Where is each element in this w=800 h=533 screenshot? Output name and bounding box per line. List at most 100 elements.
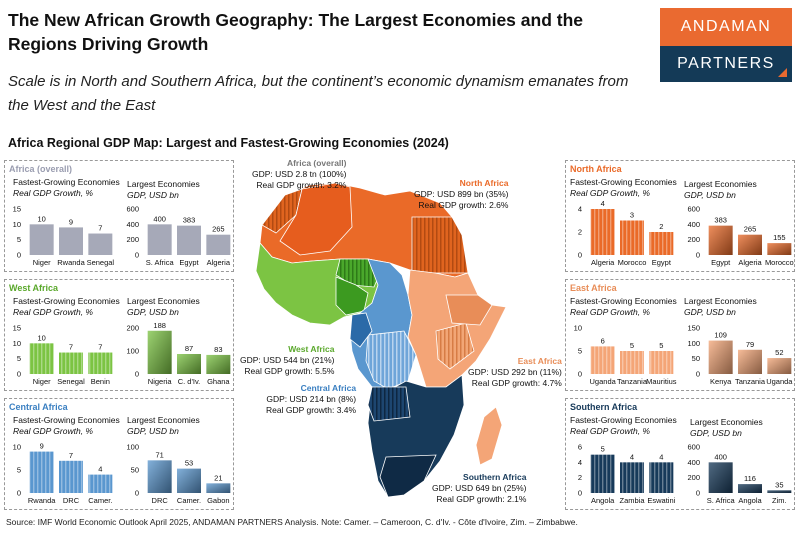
data-label: 9: [69, 217, 73, 226]
y-tick-label: 10: [13, 339, 21, 348]
growth-label: Fastest-Growing Economies: [13, 177, 120, 187]
y-tick-label: 6: [578, 443, 582, 452]
panel-charts: 0 5 10 15 10 Niger 9 Rwanda 7 Senegal 0 200 400 600 40…: [13, 205, 231, 268]
category-label: Niger: [33, 258, 51, 267]
category-label: Morocco: [618, 258, 647, 267]
region-algeria: [279, 182, 353, 256]
gdp-unit: GDP, USD bn: [690, 428, 742, 438]
bar: [147, 330, 172, 374]
y-tick-label: 5: [578, 347, 582, 356]
y-tick-label: 200: [126, 324, 139, 333]
africa-map: [255, 182, 507, 498]
panel-title: North Africa: [570, 164, 622, 174]
panel-title: East Africa: [570, 283, 617, 293]
region-egypt-stripes: [411, 216, 469, 274]
bar: [767, 243, 792, 255]
bar: [177, 353, 201, 374]
andaman-partners-logo: ANDAMAN PARTNERS: [660, 8, 792, 82]
bar: [29, 224, 54, 255]
callout-east-growth: Real GDP growth: 4.7%: [471, 378, 562, 388]
bar: [147, 224, 172, 255]
panel-north-africa: North Africa Fastest-Growing Economies R…: [565, 160, 795, 272]
logo-triangle-icon: [778, 68, 787, 77]
data-label: 188: [153, 321, 166, 330]
bar: [59, 352, 83, 374]
y-tick-label: 0: [696, 370, 700, 379]
panel-charts: 0 5 10 6 Uganda 5 Tanzania 5 Mauritius 0 50 100 150 1…: [574, 324, 794, 387]
panel-title: West Africa: [9, 283, 59, 293]
data-label: 265: [744, 225, 757, 234]
bar: [620, 351, 644, 374]
data-label: 265: [212, 225, 225, 234]
y-tick-label: 0: [17, 251, 21, 260]
category-label: Ghana: [207, 377, 230, 386]
y-tick-label: 15: [13, 205, 21, 214]
category-label: Senegal: [87, 258, 115, 267]
y-tick-label: 50: [131, 466, 139, 475]
logo-text-bottom: PARTNERS: [660, 46, 792, 82]
data-label: 71: [155, 450, 163, 459]
bar: [59, 227, 83, 255]
gdp-label: Largest Economies: [127, 296, 200, 306]
category-label: Zambia: [619, 496, 645, 505]
bar: [88, 233, 113, 255]
bar: [206, 483, 231, 493]
callout-west-africa: West Africa GDP: USD 544 bn (21%) Real G…: [240, 344, 334, 377]
y-tick-label: 0: [135, 370, 139, 379]
bar: [738, 349, 762, 374]
category-label: Benin: [91, 377, 110, 386]
category-label: Egypt: [179, 258, 199, 267]
panel-title: Central Africa: [9, 402, 68, 412]
gdp-label: Largest Economies: [690, 417, 763, 427]
y-tick-label: 400: [687, 220, 700, 229]
data-label: 7: [69, 451, 73, 460]
y-tick-label: 4: [578, 205, 582, 214]
callout-central-africa: Central Africa GDP: USD 214 bn (8%) Real…: [266, 383, 356, 416]
y-tick-label: 100: [126, 347, 139, 356]
y-tick-label: 2: [578, 228, 582, 237]
bar: [147, 460, 172, 493]
bar: [708, 225, 733, 255]
callout-central-gdp: GDP: USD 214 bn (8%): [266, 394, 357, 404]
category-label: Algeria: [738, 258, 762, 267]
data-label: 87: [185, 344, 193, 353]
growth-label: Fastest-Growing Economies: [570, 415, 677, 425]
callout-africa-gdp: GDP: USD 2.8 tn (100%): [252, 169, 347, 179]
callout-west-name: West Africa: [288, 344, 335, 354]
y-tick-label: 10: [13, 220, 21, 229]
callout-south-gdp: GDP: USD 649 bn (25%): [432, 483, 527, 493]
y-tick-label: 15: [13, 324, 21, 333]
category-label: Angola: [738, 496, 762, 505]
panel-southern-africa: Southern Africa Fastest-Growing Economie…: [565, 398, 795, 510]
data-label: 4: [630, 452, 634, 461]
data-label: 52: [775, 348, 783, 357]
category-label: Senegal: [57, 377, 85, 386]
category-label: Nigeria: [148, 377, 173, 386]
growth-label: Fastest-Growing Economies: [570, 177, 677, 187]
gdp-unit: GDP, USD bn: [127, 426, 179, 436]
region-drc-stripes: [365, 330, 417, 390]
callout-north-growth: Real GDP growth: 2.6%: [418, 200, 509, 210]
y-tick-label: 0: [135, 489, 139, 498]
bar: [177, 225, 201, 255]
category-label: Kenya: [710, 377, 732, 386]
data-label: 155: [773, 233, 786, 242]
callout-east-africa: East Africa GDP: USD 292 bn (11%) Real G…: [468, 356, 562, 389]
region-cameroon: [349, 312, 373, 348]
data-label: 79: [746, 340, 754, 349]
y-tick-label: 4: [578, 458, 582, 467]
data-label: 6: [601, 336, 605, 345]
region-ethiopia: [445, 294, 493, 326]
callout-africa: Africa (overall) GDP: USD 2.8 tn (100%) …: [252, 158, 346, 191]
growth-label: Fastest-Growing Economies: [13, 296, 120, 306]
data-label: 7: [98, 343, 102, 352]
data-label: 383: [714, 216, 727, 225]
bar: [590, 454, 615, 493]
data-label: 7: [69, 343, 73, 352]
bar: [206, 234, 231, 255]
growth-unit: Real GDP Growth, %: [570, 426, 650, 436]
y-tick-label: 0: [135, 251, 139, 260]
data-label: 5: [601, 445, 605, 454]
y-tick-label: 0: [578, 370, 582, 379]
callout-west-growth: Real GDP growth: 5.5%: [244, 366, 335, 376]
